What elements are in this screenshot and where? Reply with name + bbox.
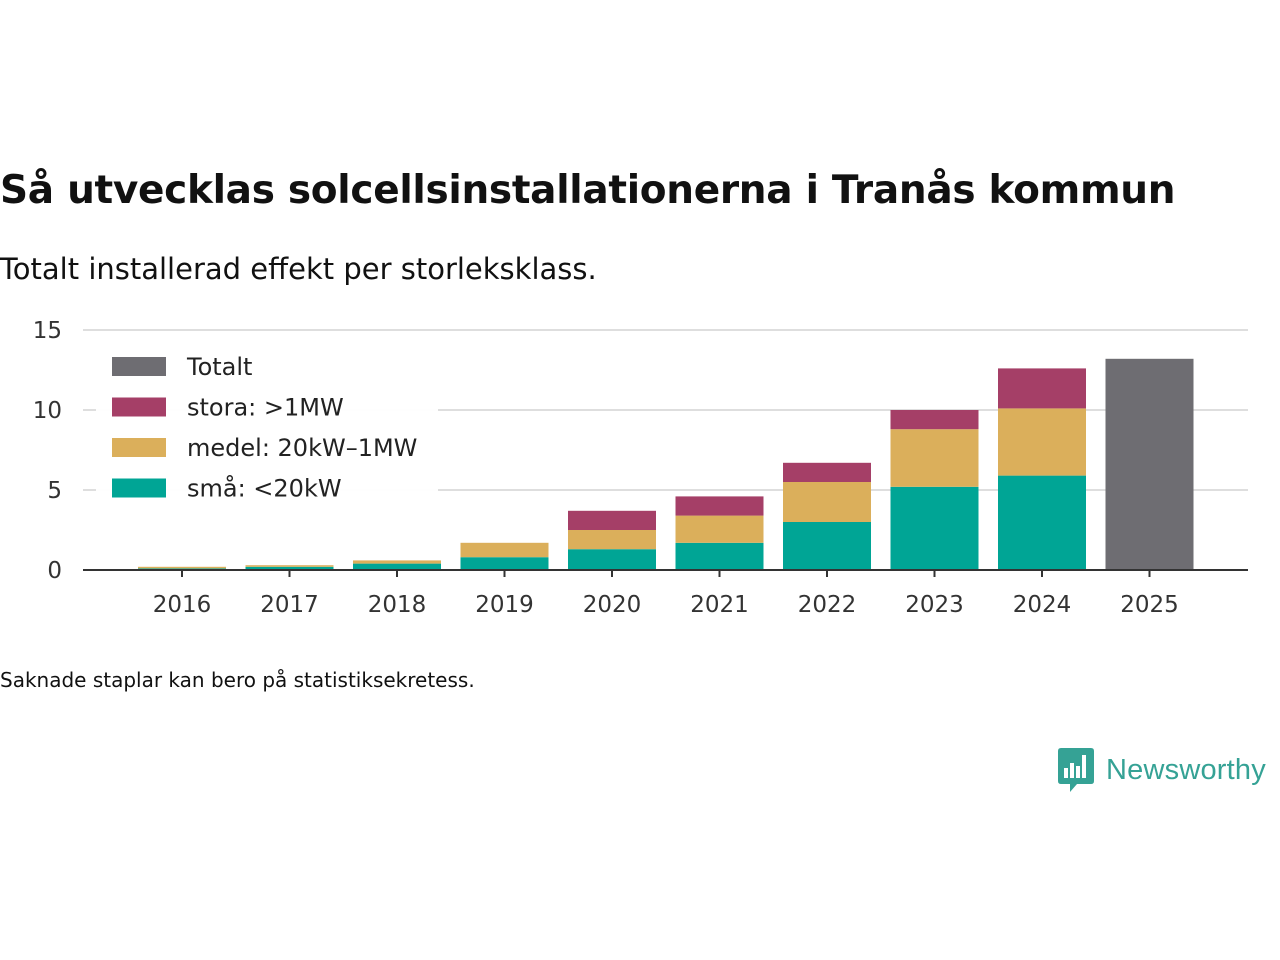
bar-segment bbox=[245, 566, 334, 570]
x-axis-ticks: 2016 2017 2018 2019 2020 2021 2022 2023 2024 2025 bbox=[153, 570, 1179, 618]
x-tick-label: 2021 bbox=[690, 592, 749, 618]
legend-label: små: <20kW bbox=[187, 474, 342, 503]
legend-label: medel: 20kW–1MW bbox=[187, 434, 417, 462]
x-tick-label: 2022 bbox=[798, 592, 857, 618]
bar-segment bbox=[998, 408, 1086, 476]
x-tick-label: 2023 bbox=[905, 592, 964, 618]
bar-segment bbox=[783, 482, 871, 522]
legend-label: stora: >1MW bbox=[187, 394, 344, 422]
brand-logo: Newsworthy bbox=[1058, 748, 1266, 792]
legend-swatch bbox=[112, 397, 166, 417]
y-tick-label: 10 bbox=[33, 398, 62, 424]
x-tick-label: 2016 bbox=[153, 592, 212, 618]
legend: Totalt stora: >1MW medel: 20kW–1MW små: <20… bbox=[96, 342, 438, 504]
x-tick-label: 2018 bbox=[368, 592, 427, 618]
bar-segment bbox=[675, 515, 764, 543]
footnote: Saknade staplar kan bero på statistiksek… bbox=[0, 668, 475, 692]
bar-segment bbox=[890, 410, 979, 430]
bar-segment bbox=[568, 530, 656, 550]
x-tick-label: 2017 bbox=[260, 592, 319, 618]
y-tick-label: 5 bbox=[47, 478, 62, 504]
legend-swatch bbox=[112, 438, 166, 457]
bar-stacks bbox=[138, 358, 1194, 570]
bar-segment bbox=[568, 510, 656, 530]
chart-subtitle: Totalt installerad effekt per storlekskl… bbox=[0, 252, 597, 286]
y-axis-ticks: 0 5 10 15 bbox=[33, 318, 62, 584]
brand-name: Newsworthy bbox=[1106, 753, 1266, 786]
bar-segment bbox=[890, 429, 979, 487]
bar-chart-speech-bubble-icon bbox=[1058, 748, 1094, 792]
bar-segment bbox=[675, 542, 764, 570]
legend-swatch bbox=[112, 357, 166, 376]
bar-segment bbox=[568, 549, 656, 570]
bar-segment bbox=[998, 475, 1086, 570]
x-tick-label: 2025 bbox=[1120, 592, 1179, 618]
legend-swatch bbox=[112, 478, 166, 498]
bar-segment bbox=[353, 563, 441, 570]
bar-segment bbox=[890, 486, 979, 570]
bar-segment bbox=[245, 565, 334, 567]
y-tick-label: 15 bbox=[33, 318, 62, 344]
x-tick-label: 2024 bbox=[1013, 592, 1072, 618]
bar-segment bbox=[783, 462, 871, 482]
bar-segment bbox=[783, 522, 871, 570]
bar-segment bbox=[1105, 358, 1194, 570]
bar-segment bbox=[460, 557, 549, 570]
x-tick-label: 2020 bbox=[583, 592, 642, 618]
bar-segment bbox=[138, 566, 226, 569]
legend-label: Totalt bbox=[186, 353, 252, 381]
y-tick-label: 0 bbox=[47, 558, 62, 584]
bar-segment bbox=[353, 560, 441, 564]
chart-title: Så utvecklas solcellsinstallationerna i … bbox=[0, 168, 1176, 213]
bar-segment bbox=[998, 368, 1086, 409]
x-tick-label: 2019 bbox=[475, 592, 534, 618]
bar-segment bbox=[460, 542, 549, 558]
bar-segment bbox=[675, 496, 764, 516]
